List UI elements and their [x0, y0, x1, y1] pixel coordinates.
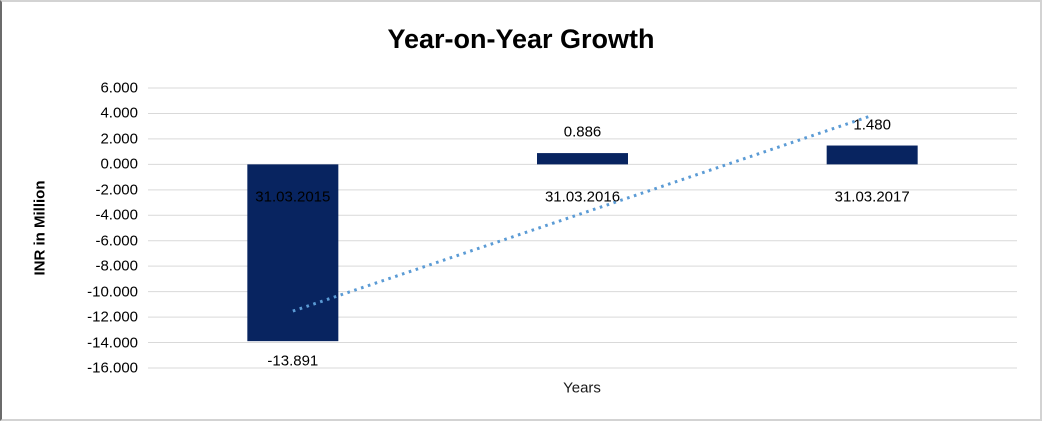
- y-tick-label: 6.000: [100, 79, 138, 97]
- category-label: 31.03.2017: [834, 188, 910, 206]
- y-tick-label: -14.000: [87, 334, 138, 352]
- data-label: 1.480: [853, 116, 891, 134]
- bar: [537, 153, 628, 165]
- y-tick-label: 2.000: [100, 130, 138, 148]
- y-tick-label: -4.000: [95, 206, 138, 224]
- bar: [247, 164, 339, 342]
- chart-title: Year-on-Year Growth: [387, 24, 655, 54]
- y-tick-label: -10.000: [87, 283, 138, 301]
- y-tick-label: -2.000: [95, 181, 138, 199]
- data-label: 0.886: [563, 123, 602, 141]
- y-tick-label: -6.000: [95, 232, 138, 250]
- category-label: 31.03.2015: [255, 188, 331, 206]
- trendline: [292, 114, 873, 313]
- y-tick-label: -8.000: [95, 257, 138, 275]
- y-tick-label: 0.000: [100, 155, 138, 173]
- x-axis-title: Years: [563, 379, 601, 397]
- y-tick-label: 4.000: [100, 104, 138, 122]
- y-tick-label: -12.000: [87, 308, 138, 326]
- y-tick-label: -16.000: [87, 359, 138, 377]
- category-label: 31.03.2016: [544, 188, 621, 206]
- bar: [826, 145, 918, 165]
- data-label: -13.891: [267, 352, 319, 370]
